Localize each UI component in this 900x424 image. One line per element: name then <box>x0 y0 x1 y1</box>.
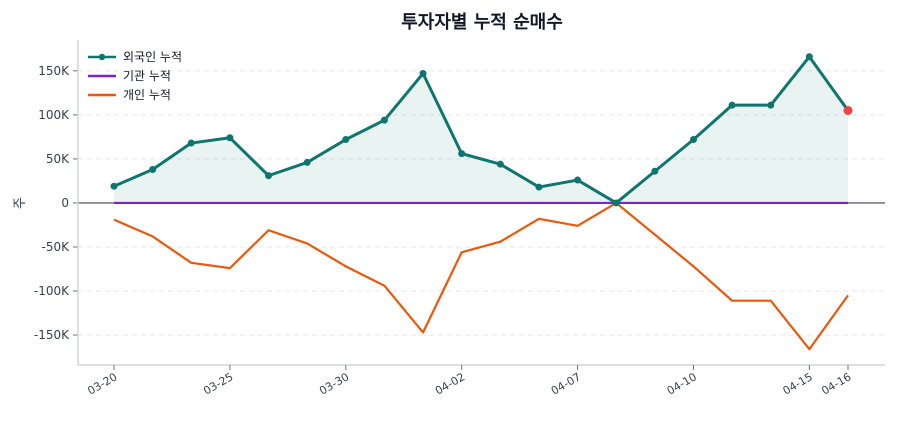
y-tick-label: -150K <box>34 328 70 342</box>
data-point <box>496 160 504 168</box>
data-point <box>380 116 388 124</box>
series-line-2 <box>113 201 849 351</box>
y-tick-label: 150K <box>38 64 70 78</box>
y-tick-label: 50K <box>46 152 70 166</box>
y-tick-label: 0 <box>61 196 69 210</box>
x-tick-label: 04-02 <box>433 370 467 397</box>
x-tick-label: 04-10 <box>665 370 699 397</box>
data-point <box>767 101 775 109</box>
series-line-0 <box>113 55 850 205</box>
legend-label: 개인 누적 <box>123 88 171 102</box>
data-point <box>303 158 311 166</box>
x-tick-label: 03-30 <box>317 370 351 397</box>
last-data-point <box>843 105 853 115</box>
data-point <box>149 165 157 173</box>
legend-label: 외국인 누적 <box>123 50 182 64</box>
data-point <box>110 182 118 190</box>
data-point <box>458 150 466 158</box>
x-tick-label: 04-15 <box>781 370 815 397</box>
data-point <box>419 69 427 77</box>
chart-title: 투자자별 누적 순매수 <box>401 12 563 33</box>
legend-marker <box>98 53 106 61</box>
x-tick-label: 04-07 <box>549 370 583 397</box>
data-point <box>187 139 195 147</box>
y-tick-label: 100K <box>38 108 70 122</box>
x-tick-label: 03-20 <box>85 370 119 397</box>
y-tick-label: -50K <box>42 240 71 254</box>
data-point <box>265 172 273 180</box>
data-point <box>728 101 736 109</box>
data-point <box>535 183 543 191</box>
x-tick-label: 04-16 <box>819 370 853 397</box>
data-point <box>805 53 813 61</box>
data-point <box>342 136 350 144</box>
foreign-area-fill <box>114 56 848 203</box>
y-axis-label: 주 <box>13 197 28 209</box>
data-point <box>689 136 697 144</box>
legend-label: 기관 누적 <box>123 69 171 83</box>
data-point <box>226 134 234 142</box>
data-point <box>651 167 659 175</box>
x-tick-label: 03-25 <box>201 370 235 397</box>
data-point <box>612 199 620 207</box>
y-tick-label: -100K <box>34 284 70 298</box>
data-point <box>574 176 582 184</box>
